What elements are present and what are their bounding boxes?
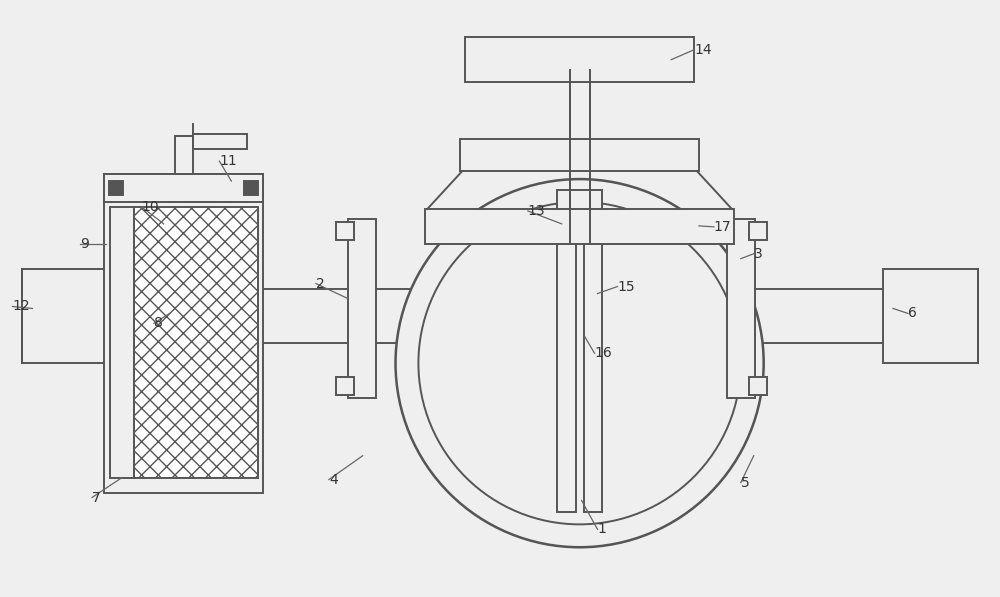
Bar [244, 181, 258, 195]
Bar [727, 219, 755, 398]
Bar [883, 269, 978, 363]
Text: 11: 11 [219, 154, 237, 168]
Bar [749, 222, 767, 240]
Bar [376, 288, 727, 343]
Bar [109, 181, 123, 195]
Text: 5: 5 [741, 476, 750, 490]
Bar [193, 134, 247, 149]
Circle shape [418, 202, 741, 524]
Text: 7: 7 [92, 491, 101, 504]
Text: 17: 17 [714, 220, 732, 234]
Text: 1: 1 [598, 522, 606, 536]
Bar [557, 190, 602, 215]
Text: 8: 8 [154, 316, 163, 330]
Bar [134, 207, 258, 478]
Text: 2: 2 [316, 276, 325, 291]
Text: 13: 13 [528, 204, 545, 218]
Bar [110, 207, 134, 478]
Bar [348, 219, 376, 398]
Text: 4: 4 [329, 473, 338, 487]
Bar [465, 37, 694, 82]
Text: 9: 9 [80, 237, 89, 251]
Bar [584, 207, 602, 512]
Text: 12: 12 [12, 300, 30, 313]
Bar [22, 269, 117, 363]
Text: 14: 14 [694, 43, 712, 57]
Text: 6: 6 [908, 306, 917, 321]
Bar [749, 377, 767, 395]
Bar [104, 174, 263, 202]
Text: 15: 15 [617, 279, 635, 294]
Bar [104, 174, 263, 493]
Bar [336, 377, 354, 395]
Circle shape [396, 179, 764, 547]
Text: 16: 16 [595, 346, 612, 360]
Text: 3: 3 [754, 247, 762, 261]
Bar [175, 136, 193, 174]
Text: 10: 10 [142, 200, 159, 214]
Bar [336, 222, 354, 240]
Bar [425, 209, 734, 244]
Bar [557, 207, 576, 512]
Bar [460, 139, 699, 171]
